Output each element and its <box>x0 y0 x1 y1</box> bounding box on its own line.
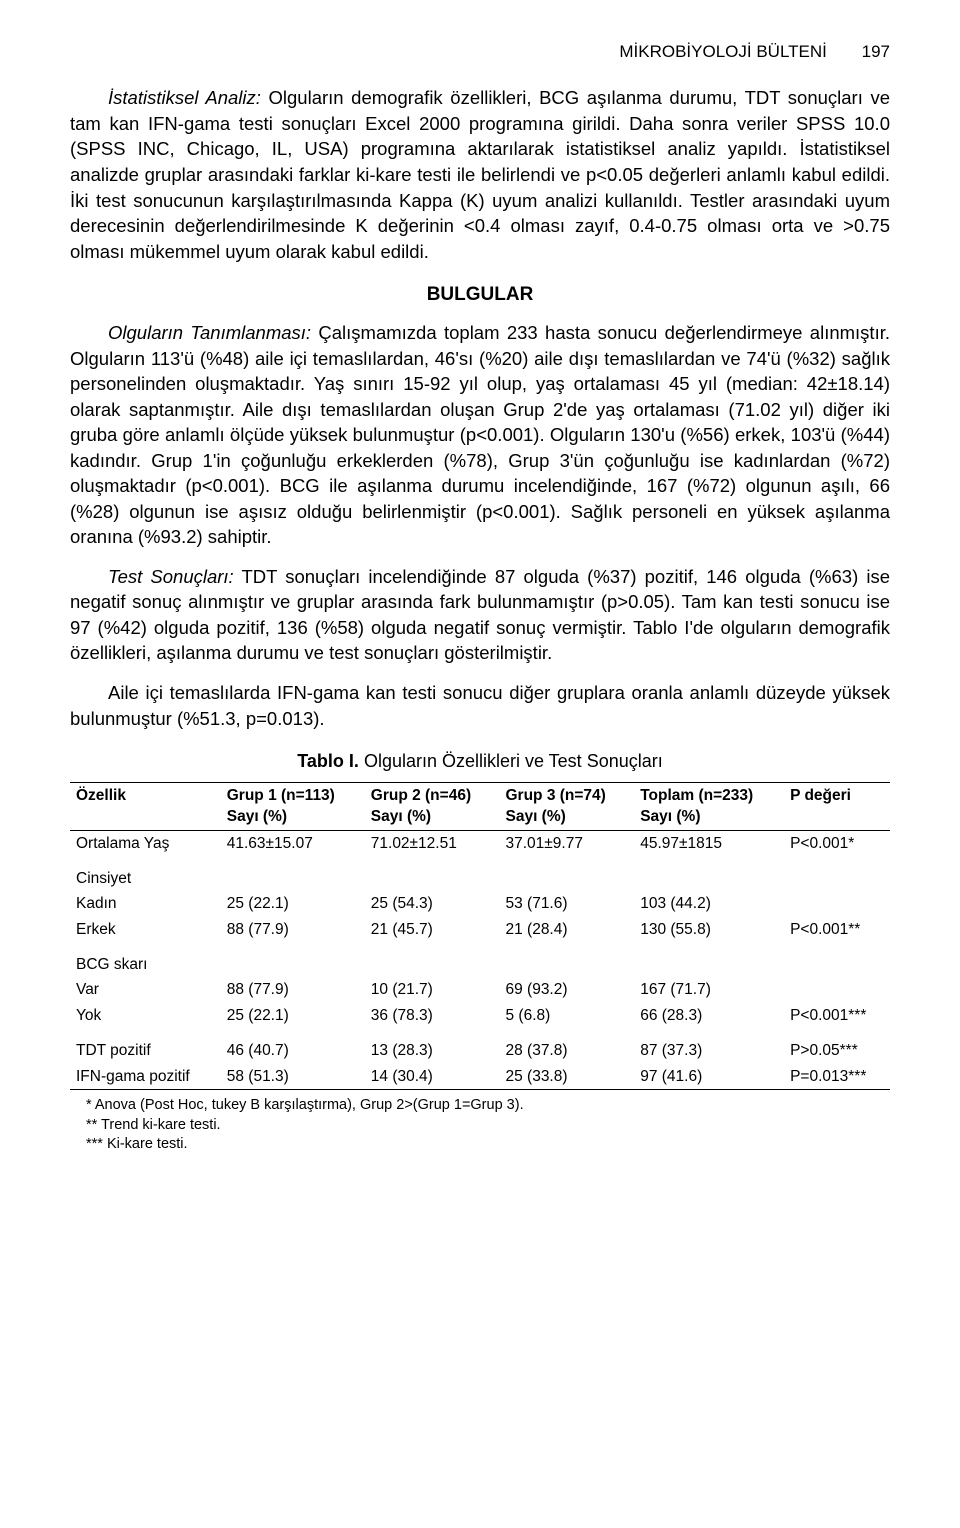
table-cell: 46 (40.7) <box>221 1038 365 1063</box>
th-grup3: Grup 3 (n=74) Sayı (%) <box>499 782 634 830</box>
table-row: Kadın25 (22.1)25 (54.3)53 (71.6)103 (44.… <box>70 891 890 916</box>
lead-tanim: Olguların Tanımlanması: <box>108 322 311 343</box>
table-spacer <box>70 942 890 952</box>
table-cell <box>221 866 365 891</box>
table-row: IFN-gama pozitif58 (51.3)14 (30.4)25 (33… <box>70 1064 890 1090</box>
table-row: Ortalama Yaş41.63±15.0771.02±12.5137.01±… <box>70 830 890 856</box>
footnote: * Anova (Post Hoc, tukey B karşılaştırma… <box>70 1096 890 1116</box>
table-cell: 167 (71.7) <box>634 977 784 1002</box>
paragraph-tanim: Olguların Tanımlanması: Çalışmamızda top… <box>70 320 890 550</box>
table-row: TDT pozitif46 (40.7)13 (28.3)28 (37.8)87… <box>70 1038 890 1063</box>
table-cell: 25 (22.1) <box>221 891 365 916</box>
table-body: Ortalama Yaş41.63±15.0771.02±12.5137.01±… <box>70 830 890 1089</box>
running-header: MİKROBİYOLOJİ BÜLTENİ 197 <box>70 40 890 63</box>
lead-stats: İstatistiksel Analiz: <box>108 87 261 108</box>
body-stats: Olguların demografik özellikleri, BCG aş… <box>70 87 890 261</box>
table-cell: Yok <box>70 1003 221 1028</box>
table-title-bold: Tablo I. <box>297 751 359 771</box>
table-cell <box>784 977 890 1002</box>
page-number: 197 <box>862 42 890 61</box>
table-cell: 5 (6.8) <box>499 1003 634 1028</box>
paragraph-aile: Aile içi temaslılarda IFN-gama kan testi… <box>70 680 890 731</box>
th-grup2: Grup 2 (n=46) Sayı (%) <box>365 782 500 830</box>
table-cell: 58 (51.3) <box>221 1064 365 1090</box>
table-title: Tablo I. Olguların Özellikleri ve Test S… <box>70 749 890 774</box>
table-cell <box>784 866 890 891</box>
table-cell <box>221 952 365 977</box>
table-cell: 13 (28.3) <box>365 1038 500 1063</box>
table-cell: Kadın <box>70 891 221 916</box>
table-cell: 21 (28.4) <box>499 917 634 942</box>
table-cell: P>0.05*** <box>784 1038 890 1063</box>
table-cell: 130 (55.8) <box>634 917 784 942</box>
table-cell: 71.02±12.51 <box>365 830 500 856</box>
table-row: Cinsiyet <box>70 866 890 891</box>
table-cell: 53 (71.6) <box>499 891 634 916</box>
table-cell <box>365 952 500 977</box>
table-row: BCG skarı <box>70 952 890 977</box>
table-footnotes: * Anova (Post Hoc, tukey B karşılaştırma… <box>70 1096 890 1155</box>
table-spacer <box>70 856 890 866</box>
table-cell <box>499 952 634 977</box>
table-cell: 103 (44.2) <box>634 891 784 916</box>
table-cell: 45.97±1815 <box>634 830 784 856</box>
th-grup1: Grup 1 (n=113) Sayı (%) <box>221 782 365 830</box>
results-table: Özellik Grup 1 (n=113) Sayı (%) Grup 2 (… <box>70 782 890 1090</box>
journal-name: MİKROBİYOLOJİ BÜLTENİ <box>619 42 827 61</box>
table-cell <box>784 891 890 916</box>
table-row: Var88 (77.9)10 (21.7)69 (93.2)167 (71.7) <box>70 977 890 1002</box>
table-cell: 14 (30.4) <box>365 1064 500 1090</box>
table-cell: BCG skarı <box>70 952 221 977</box>
paragraph-test: Test Sonuçları: TDT sonuçları incelendiğ… <box>70 564 890 666</box>
table-cell <box>634 866 784 891</box>
table-spacer <box>70 1028 890 1038</box>
table-cell: 66 (28.3) <box>634 1003 784 1028</box>
th-ozellik: Özellik <box>70 782 221 830</box>
table-cell: 25 (33.8) <box>499 1064 634 1090</box>
table-cell: P=0.013*** <box>784 1064 890 1090</box>
table-row: Erkek88 (77.9)21 (45.7)21 (28.4)130 (55.… <box>70 917 890 942</box>
section-title-bulgular: BULGULAR <box>70 282 890 308</box>
table-cell: 41.63±15.07 <box>221 830 365 856</box>
footnote: ** Trend ki-kare testi. <box>70 1116 890 1136</box>
th-toplam: Toplam (n=233) Sayı (%) <box>634 782 784 830</box>
table-cell: Ortalama Yaş <box>70 830 221 856</box>
th-p: P değeri <box>784 782 890 830</box>
table-row: Yok25 (22.1)36 (78.3)5 (6.8)66 (28.3)P<0… <box>70 1003 890 1028</box>
table-cell: IFN-gama pozitif <box>70 1064 221 1090</box>
table-cell <box>499 866 634 891</box>
table-cell: 97 (41.6) <box>634 1064 784 1090</box>
table-cell <box>784 952 890 977</box>
table-cell: 37.01±9.77 <box>499 830 634 856</box>
table-cell: 25 (22.1) <box>221 1003 365 1028</box>
table-header-row: Özellik Grup 1 (n=113) Sayı (%) Grup 2 (… <box>70 782 890 830</box>
table-cell: P<0.001* <box>784 830 890 856</box>
table-title-rest: Olguların Özellikleri ve Test Sonuçları <box>359 751 663 771</box>
body-tanim: Çalışmamızda toplam 233 hasta sonucu değ… <box>70 322 890 547</box>
table-cell: 28 (37.8) <box>499 1038 634 1063</box>
table-cell: 87 (37.3) <box>634 1038 784 1063</box>
table-cell: P<0.001** <box>784 917 890 942</box>
table-cell <box>634 952 784 977</box>
table-cell: 88 (77.9) <box>221 917 365 942</box>
table-cell: 88 (77.9) <box>221 977 365 1002</box>
table-cell: P<0.001*** <box>784 1003 890 1028</box>
lead-test: Test Sonuçları: <box>108 566 234 587</box>
paragraph-stats: İstatistiksel Analiz: Olguların demograf… <box>70 85 890 264</box>
table-cell <box>365 866 500 891</box>
table-cell: 36 (78.3) <box>365 1003 500 1028</box>
table-cell: 69 (93.2) <box>499 977 634 1002</box>
table-cell: 10 (21.7) <box>365 977 500 1002</box>
footnote: *** Ki-kare testi. <box>70 1135 890 1155</box>
table-cell: 25 (54.3) <box>365 891 500 916</box>
page: MİKROBİYOLOJİ BÜLTENİ 197 İstatistiksel … <box>0 0 960 1195</box>
table-cell: Cinsiyet <box>70 866 221 891</box>
table-cell: 21 (45.7) <box>365 917 500 942</box>
table-cell: TDT pozitif <box>70 1038 221 1063</box>
table-cell: Erkek <box>70 917 221 942</box>
table-cell: Var <box>70 977 221 1002</box>
